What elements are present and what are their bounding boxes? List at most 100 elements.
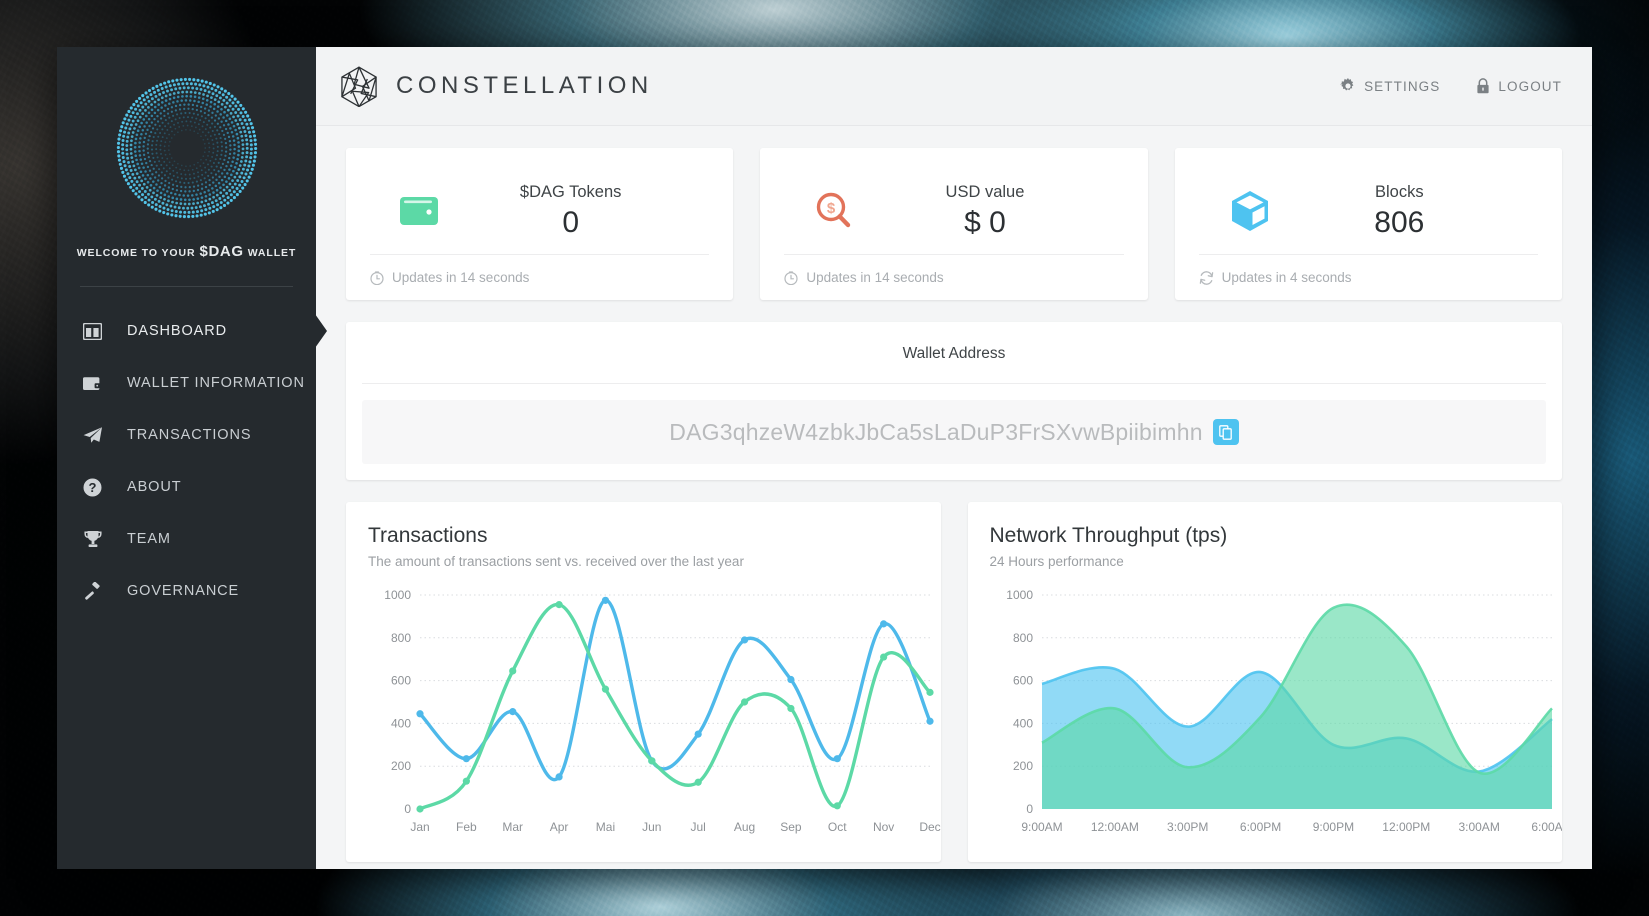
svg-text:600: 600 xyxy=(391,674,411,688)
sidebar-divider xyxy=(80,286,293,287)
stat-card-value: $ 0 xyxy=(964,205,1006,239)
stat-card-footer-text: Updates in 4 seconds xyxy=(1221,270,1352,285)
transactions-line-chart[interactable]: 0 200 400 600 800 1000 Jan Feb Mar Apr Mai Jun Jul Au… xyxy=(368,579,940,854)
sidebar-nav: DASHBOARD WALLET INFORMATION TRANSACTION… xyxy=(57,305,316,617)
svg-text:Apr: Apr xyxy=(550,820,569,834)
sidebar-item-label: DASHBOARD xyxy=(127,323,227,339)
svg-text:Jan: Jan xyxy=(410,820,429,834)
welcome-token: $DAG xyxy=(199,243,244,260)
svg-text:200: 200 xyxy=(391,759,411,773)
sidebar-item-label: WALLET INFORMATION xyxy=(127,375,305,391)
sidebar-item-label: TEAM xyxy=(127,531,171,547)
stat-card-row: $DAG Tokens 0 Updates in 14 seconds xyxy=(346,148,1562,300)
svg-text:0: 0 xyxy=(1026,802,1033,816)
svg-text:600: 600 xyxy=(1012,674,1032,688)
stat-card-value: 0 xyxy=(562,205,579,239)
stat-card-footer-text: Updates in 14 seconds xyxy=(392,270,530,285)
network-throughput-area-chart[interactable]: 0 200 400 600 800 1000 9:00AM 12:00AM 3:00PM 6:00… xyxy=(990,579,1562,854)
brand: CONSTELLATION xyxy=(338,65,653,107)
sidebar-item-team[interactable]: TEAM xyxy=(57,513,316,565)
stat-card-text: USD value $ 0 xyxy=(864,183,1123,240)
cube-icon xyxy=(1221,185,1279,237)
top-bar: CONSTELLATION SETTINGS LOGOUT xyxy=(316,47,1592,126)
svg-text:6:00PM: 6:00PM xyxy=(1239,820,1280,834)
brand-name: CONSTELLATION xyxy=(396,72,653,99)
gear-icon xyxy=(1340,78,1356,94)
svg-text:400: 400 xyxy=(1012,716,1032,730)
wallet-address-value: DAG3qhzeW4zbkJbCa5sLaDuP3FrSXvwBpiibimhn xyxy=(669,418,1203,445)
chart-subtitle: 24 Hours performance xyxy=(989,554,1124,569)
application-window: WELCOME TO YOUR $DAG WALLET DASHBOARD WA… xyxy=(57,47,1592,869)
svg-text:12:00AM: 12:00AM xyxy=(1090,820,1138,834)
wallet-address-field[interactable]: DAG3qhzeW4zbkJbCa5sLaDuP3FrSXvwBpiibimhn xyxy=(362,400,1546,464)
sidebar-item-label: TRANSACTIONS xyxy=(127,427,252,443)
stat-card-label: USD value xyxy=(945,182,1025,201)
sidebar-logo xyxy=(57,75,316,221)
svg-text:3:00PM: 3:00PM xyxy=(1167,820,1208,834)
lock-icon xyxy=(1476,78,1490,94)
refresh-icon xyxy=(1199,270,1214,285)
copy-icon[interactable] xyxy=(1212,419,1239,445)
chart-card-transactions: Transactions The amount of transactions … xyxy=(346,502,941,862)
svg-text:Jul: Jul xyxy=(691,820,706,834)
svg-text:?: ? xyxy=(89,480,97,495)
sidebar-item-label: GOVERNANCE xyxy=(127,583,240,599)
logout-button[interactable]: LOGOUT xyxy=(1476,78,1562,94)
dag-radial-dots-logo-icon xyxy=(116,77,257,219)
svg-text:800: 800 xyxy=(391,631,411,645)
sidebar-item-dashboard[interactable]: DASHBOARD xyxy=(57,305,316,357)
svg-text:12:00PM: 12:00PM xyxy=(1382,820,1430,834)
welcome-prefix: WELCOME TO YOUR xyxy=(76,247,196,259)
svg-text:Jun: Jun xyxy=(642,820,661,834)
welcome-text: WELCOME TO YOUR $DAG WALLET xyxy=(57,243,316,260)
wallet-icon xyxy=(83,372,109,394)
svg-text:9:00PM: 9:00PM xyxy=(1312,820,1353,834)
sidebar-item-about[interactable]: ? ABOUT xyxy=(57,461,316,513)
sidebar-item-governance[interactable]: GOVERNANCE xyxy=(57,565,316,617)
clock-icon xyxy=(370,270,384,285)
gavel-icon xyxy=(83,580,109,602)
settings-label: SETTINGS xyxy=(1364,78,1441,94)
svg-text:Sep: Sep xyxy=(780,820,802,834)
clock-icon xyxy=(784,270,798,285)
svg-text:0: 0 xyxy=(404,802,411,816)
stat-card-dag-tokens: $DAG Tokens 0 Updates in 14 seconds xyxy=(346,148,734,300)
stat-card-body: Blocks 806 xyxy=(1199,168,1538,254)
stat-card-text: $DAG Tokens 0 xyxy=(450,183,709,240)
charts-row: Transactions The amount of transactions … xyxy=(346,502,1562,862)
sidebar-item-transactions[interactable]: TRANSACTIONS xyxy=(57,409,316,461)
svg-text:9:00AM: 9:00AM xyxy=(1021,820,1062,834)
magnifier-dollar-icon: $ xyxy=(806,185,864,237)
trophy-icon xyxy=(83,528,109,550)
wallet-address-title: Wallet Address xyxy=(362,322,1546,384)
svg-text:200: 200 xyxy=(1012,759,1032,773)
stat-card-body: $ USD value $ 0 xyxy=(784,168,1123,254)
stat-card-blocks: Blocks 806 Updates in 4 seconds xyxy=(1174,148,1562,300)
paper-plane-icon xyxy=(83,424,109,446)
svg-text:Mar: Mar xyxy=(502,820,523,834)
svg-text:Nov: Nov xyxy=(873,820,894,834)
content: $DAG Tokens 0 Updates in 14 seconds xyxy=(316,126,1592,869)
svg-text:6:00AM: 6:00AM xyxy=(1531,820,1562,834)
question-circle-icon: ? xyxy=(83,476,109,498)
svg-text:$: $ xyxy=(827,200,836,217)
svg-text:1000: 1000 xyxy=(384,588,411,602)
stat-card-text: Blocks 806 xyxy=(1279,183,1538,240)
stat-card-footer-text: Updates in 14 seconds xyxy=(806,270,944,285)
svg-text:1000: 1000 xyxy=(1006,588,1033,602)
stat-card-value: 806 xyxy=(1374,205,1425,239)
sidebar-item-wallet-information[interactable]: WALLET INFORMATION xyxy=(57,357,316,409)
stat-card-body: $DAG Tokens 0 xyxy=(370,168,709,254)
chart-title: Transactions xyxy=(368,524,488,547)
constellation-hexagon-logo-icon xyxy=(341,66,377,107)
logout-label: LOGOUT xyxy=(1498,78,1562,94)
chart-title: Network Throughput (tps) xyxy=(989,524,1228,547)
settings-button[interactable]: SETTINGS xyxy=(1340,78,1440,94)
svg-text:3:00AM: 3:00AM xyxy=(1458,820,1499,834)
stat-card-label: Blocks xyxy=(1375,182,1424,201)
stat-card-label: $DAG Tokens xyxy=(519,182,622,201)
svg-text:400: 400 xyxy=(391,716,411,730)
svg-text:Dec: Dec xyxy=(919,820,940,834)
svg-text:Aug: Aug xyxy=(734,820,755,834)
stat-card-footer: Updates in 14 seconds xyxy=(784,254,1124,300)
